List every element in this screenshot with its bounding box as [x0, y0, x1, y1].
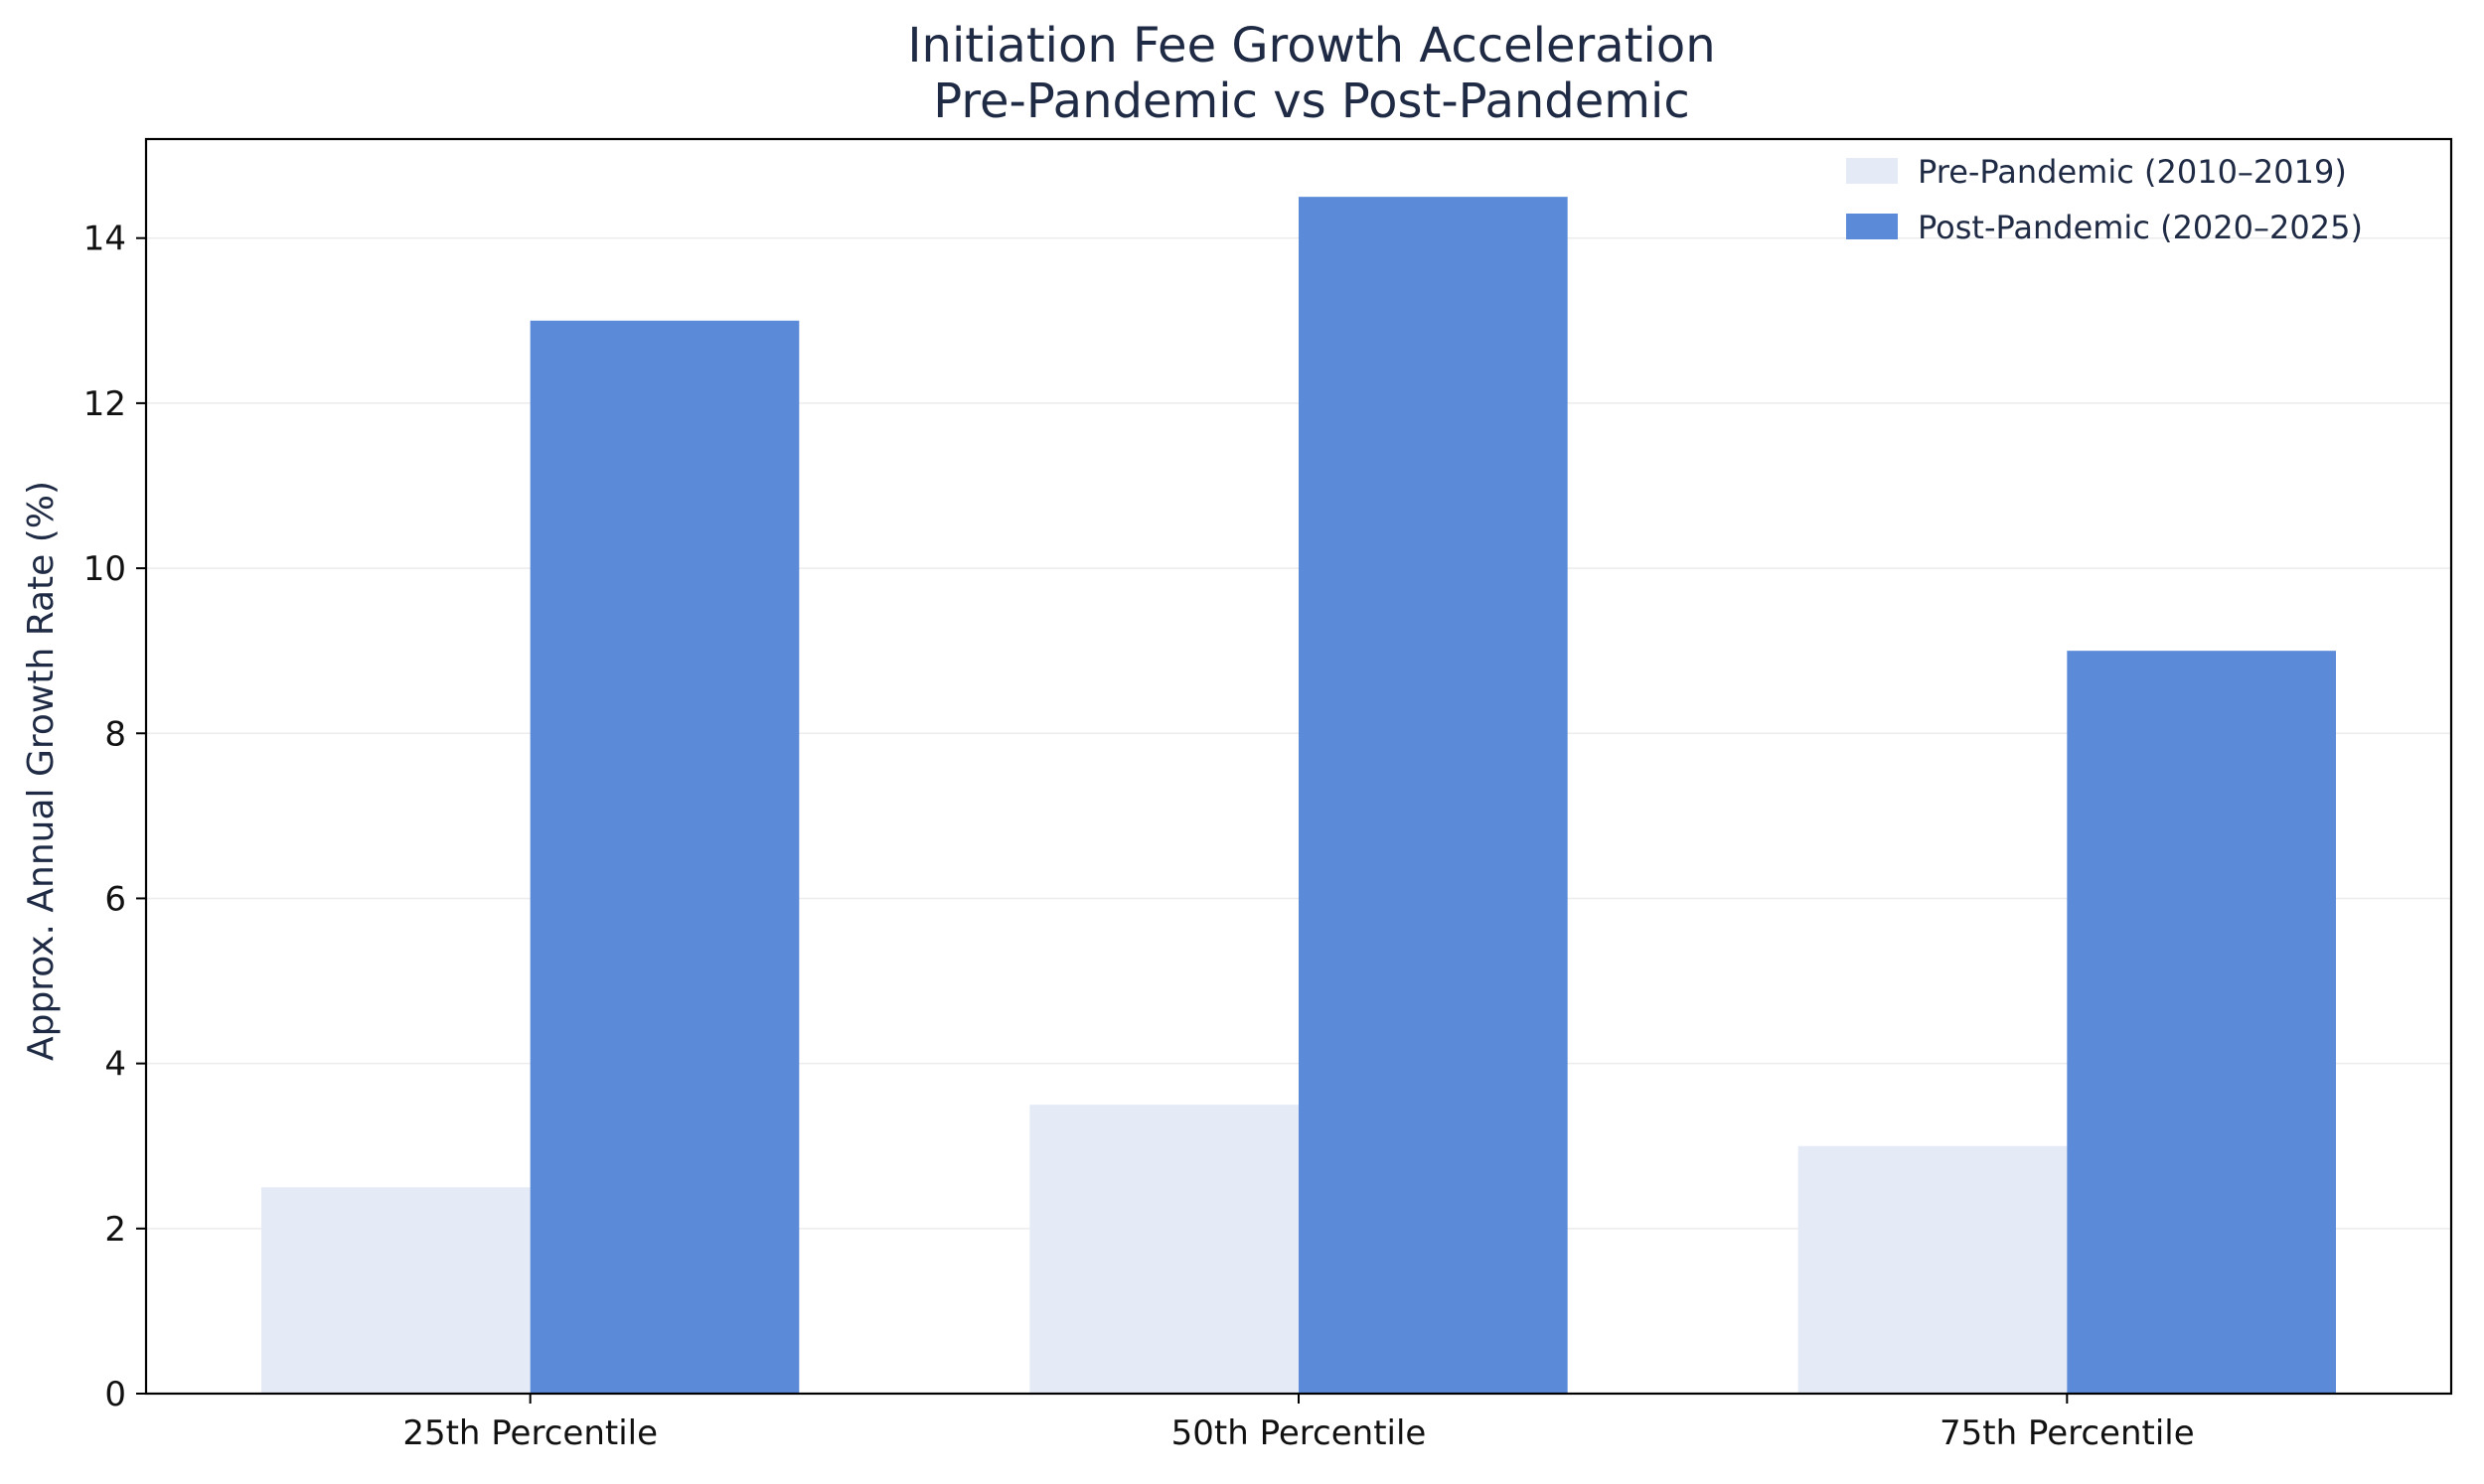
axes: 0 2 4 6 8 10 12 14 25th Percentile 50th Percentil…	[83, 137, 2453, 1453]
x-tick-label-1: 25th Percentile	[402, 1413, 658, 1453]
chart-title-line-1: Initiation Fee Growth Acceleration	[907, 18, 1715, 74]
bar-pre-pandemic-2	[1029, 1105, 1299, 1394]
legend-swatch-pre-pandemic	[1846, 158, 1898, 184]
plot-frame	[144, 137, 2453, 1396]
chart-title-line-2: Pre-Pandemic vs Post-Pandemic	[933, 74, 1690, 129]
y-tick-label-12: 12	[83, 384, 126, 424]
bar-post-pandemic-3	[2067, 651, 2336, 1394]
legend-swatch-post-pandemic	[1846, 214, 1898, 239]
x-tick-label-2: 50th Percentile	[1171, 1413, 1427, 1453]
y-tick-label-6: 6	[104, 879, 126, 919]
bar-post-pandemic-1	[530, 320, 800, 1395]
y-tick-label-2: 2	[104, 1210, 126, 1250]
bars	[261, 197, 2336, 1395]
x-tick-label-3: 75th Percentile	[1940, 1413, 2195, 1453]
legend: Pre-Pandemic (2010–2019) Post-Pandemic (2…	[1846, 153, 2363, 246]
y-tick-label-4: 4	[104, 1045, 126, 1085]
y-tick-label-8: 8	[104, 714, 126, 754]
y-axis-label: Approx. Annual Growth Rate (%)	[21, 481, 62, 1061]
legend-label-pre-pandemic: Pre-Pandemic (2010–2019)	[1918, 153, 2347, 191]
bar-post-pandemic-2	[1299, 197, 1568, 1395]
bar-pre-pandemic-1	[261, 1187, 531, 1394]
legend-label-post-pandemic: Post-Pandemic (2020–2025)	[1918, 209, 2363, 246]
y-tick-label-10: 10	[83, 549, 126, 589]
y-tick-label-0: 0	[104, 1375, 126, 1414]
bar-pre-pandemic-3	[1797, 1145, 2068, 1394]
y-tick-label-14: 14	[83, 220, 126, 259]
